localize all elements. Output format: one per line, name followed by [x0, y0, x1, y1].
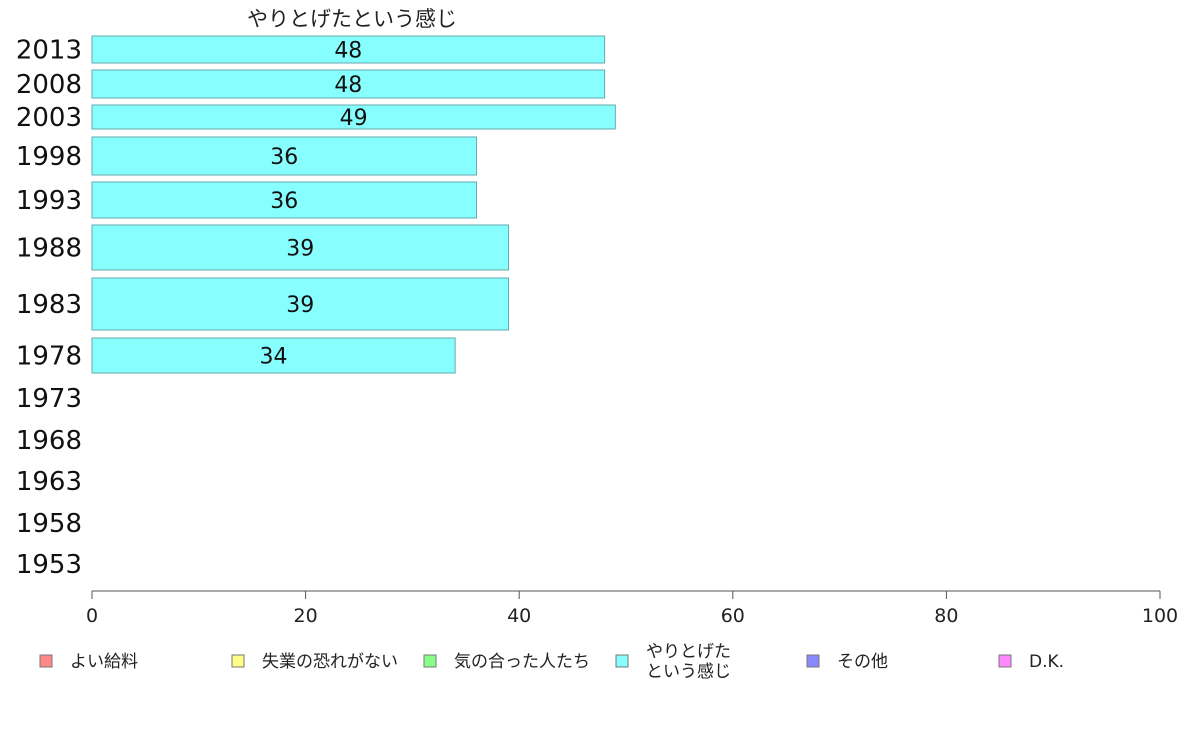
x-tick-label: 40: [507, 605, 531, 627]
x-axis: 0 20 40 60 80 100: [86, 590, 1178, 627]
bar: [91, 136, 477, 176]
x-tick-label: 100: [1142, 605, 1178, 627]
legend-label: やりとげた: [646, 642, 731, 662]
bar: [91, 224, 510, 271]
legend-swatch: [423, 654, 437, 668]
y-tick-label: 1968: [16, 426, 82, 456]
bar: [91, 69, 606, 99]
y-tick-label: 1958: [16, 509, 82, 539]
bar: [91, 337, 456, 374]
legend-label: その他: [837, 652, 888, 672]
bar-data-label: 39: [286, 293, 314, 318]
y-tick-label: 2008: [16, 70, 82, 100]
bar: [91, 35, 606, 64]
y-tick-label: 1998: [16, 142, 82, 172]
y-tick-label: 1953: [16, 550, 82, 580]
legend-swatch: [998, 654, 1012, 668]
y-tick-label: 1983: [16, 290, 82, 320]
bar: [91, 104, 616, 130]
legend-label: という感じ: [646, 662, 731, 682]
legend: よい給料 失業の恐れがない 気の合った人たち やりとげたという感じ その他 D.K.: [39, 642, 1064, 682]
legend-label: 失業の恐れがない: [262, 652, 398, 672]
y-tick-label: 1988: [16, 234, 82, 264]
bar: [91, 277, 510, 331]
y-tick-label: 1993: [16, 186, 82, 216]
bar-data-label: 36: [270, 189, 298, 214]
bar-data-label: 49: [340, 106, 368, 131]
y-tick-label: 2013: [16, 36, 82, 66]
x-tick-label: 0: [86, 605, 98, 627]
legend-swatch: [806, 654, 820, 668]
bar-data-label: 36: [270, 145, 298, 170]
bar-data-label: 48: [334, 39, 362, 64]
y-tick-label: 2003: [16, 103, 82, 133]
chart-title: やりとげたという感じ: [247, 7, 457, 31]
x-tick-label: 80: [934, 605, 958, 627]
y-tick-label: 1973: [16, 384, 82, 414]
bar-data-label: 48: [334, 73, 362, 98]
y-tick-label: 1978: [16, 342, 82, 372]
legend-swatch: [39, 654, 53, 668]
bars-layer: 48 48 49 36 36 39 39 34: [91, 35, 616, 374]
legend-label: 気の合った人たち: [454, 652, 590, 672]
legend-swatch: [231, 654, 245, 668]
x-tick-label: 20: [294, 605, 318, 627]
legend-label: よい給料: [70, 652, 138, 672]
legend-label: D.K.: [1029, 652, 1064, 672]
y-tick-label: 1963: [16, 467, 82, 497]
bar: [91, 181, 477, 219]
legend-swatch: [615, 654, 629, 668]
bar-data-label: 34: [260, 345, 288, 370]
x-tick-label: 60: [721, 605, 745, 627]
bar-data-label: 39: [286, 237, 314, 262]
